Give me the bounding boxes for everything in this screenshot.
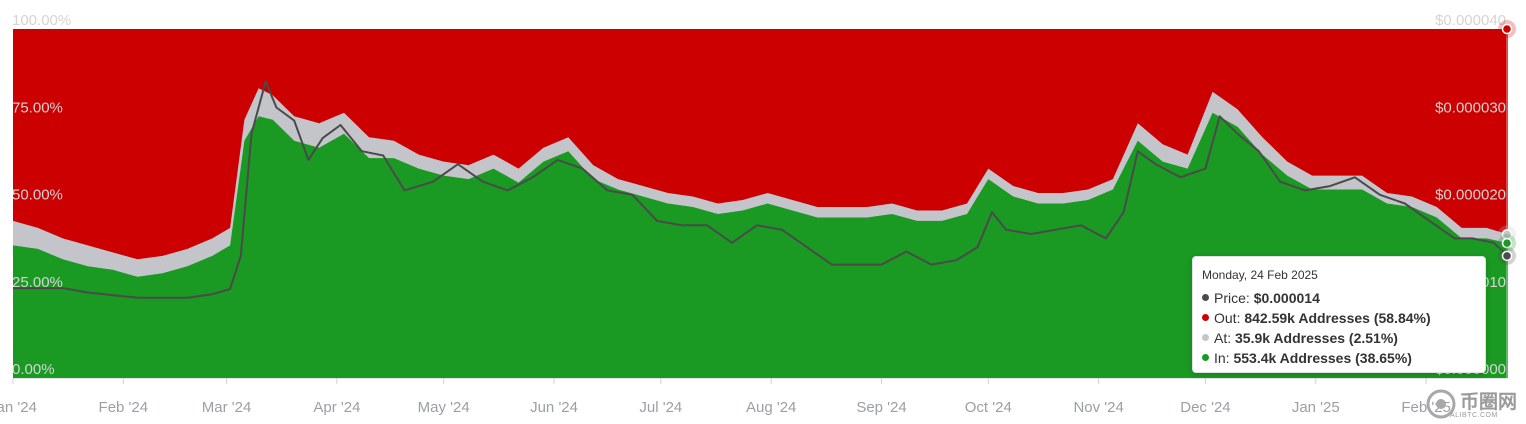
y-left-tick-label: 0.00%: [12, 361, 55, 378]
y-left-tick-label: 100.00%: [12, 12, 71, 29]
hover-markers: [1498, 20, 1516, 378]
tooltip-row-price: Price: $0.000014: [1202, 288, 1485, 308]
tooltip: Monday, 24 Feb 2025 Price: $0.000014 Out…: [1192, 256, 1486, 373]
y-right-tick-label: $0.000040: [1435, 12, 1506, 29]
tooltip-date: Monday, 24 Feb 2025: [1202, 268, 1318, 282]
tooltip-value: 553.4k Addresses (38.65%): [1233, 350, 1412, 366]
x-tick-label: Oct '24: [965, 399, 1012, 416]
at-dot-icon: [1202, 334, 1209, 341]
y-left-tick-label: 75.00%: [12, 99, 63, 116]
out-dot-icon: [1202, 314, 1209, 321]
watermark-subtext: ALIBTC.COM: [1450, 412, 1498, 419]
x-tick-label: Nov '24: [1073, 399, 1123, 416]
in-area: [13, 112, 1508, 379]
tooltip-label: Price:: [1214, 290, 1250, 306]
tooltip-row-out: Out: 842.59k Addresses (58.84%): [1202, 308, 1485, 328]
y-left-tick-label: 25.00%: [12, 274, 63, 291]
tooltip-label: In:: [1214, 350, 1230, 366]
watermark-text: 币圈网: [1460, 391, 1518, 413]
y-right-tick-label: $0.000020: [1435, 187, 1506, 204]
price-dot-icon: [1202, 294, 1209, 301]
price-line: [13, 80, 1509, 299]
tooltip-label: At:: [1214, 330, 1232, 346]
tooltip-value: 842.59k Addresses (58.84%): [1244, 310, 1431, 326]
x-tick-label: Dec '24: [1180, 399, 1230, 416]
watermark-logo-icon: [1426, 389, 1456, 419]
x-tick-label: Aug '24: [746, 399, 796, 416]
in-marker: [1501, 237, 1513, 249]
tooltip-value: $0.000014: [1253, 290, 1320, 306]
price-layer: [13, 80, 1509, 299]
in-dot-icon: [1202, 354, 1209, 361]
x-tick-label: Jan '25: [1292, 399, 1340, 416]
x-tick-label: Sep '24: [856, 399, 906, 416]
tooltip-label: Out:: [1214, 310, 1241, 326]
x-tick-label: Jan '24: [0, 399, 37, 416]
x-tick-label: Feb '24: [99, 399, 149, 416]
x-tick-label: Jun '24: [530, 399, 578, 416]
x-tick-label: May '24: [418, 399, 470, 416]
y-right-tick-label: $0.000030: [1435, 99, 1506, 116]
x-tick-label: Mar '24: [202, 399, 252, 416]
tooltip-row-at: At: 35.9k Addresses (2.51%): [1202, 328, 1485, 348]
x-tick-label: Apr '24: [313, 399, 360, 416]
tooltip-row-in: In: 553.4k Addresses (38.65%): [1202, 348, 1485, 368]
x-axis: Jan '24 Feb '24 Mar '24 Apr '24 May '24 Jun '…: [0, 378, 1508, 416]
y-axis-left: 0.00% 25.00% 50.00% 75.00% 100.00%: [12, 12, 71, 378]
out-marker: [1501, 23, 1513, 35]
area-layers: [13, 29, 1508, 379]
watermark: 币圈网 ALIBTC.COM: [1422, 385, 1526, 424]
x-tick-label: Jul '24: [639, 399, 682, 416]
tooltip-value: 35.9k Addresses (2.51%): [1235, 330, 1398, 346]
y-left-tick-label: 50.00%: [12, 187, 63, 204]
price-marker: [1501, 250, 1513, 262]
